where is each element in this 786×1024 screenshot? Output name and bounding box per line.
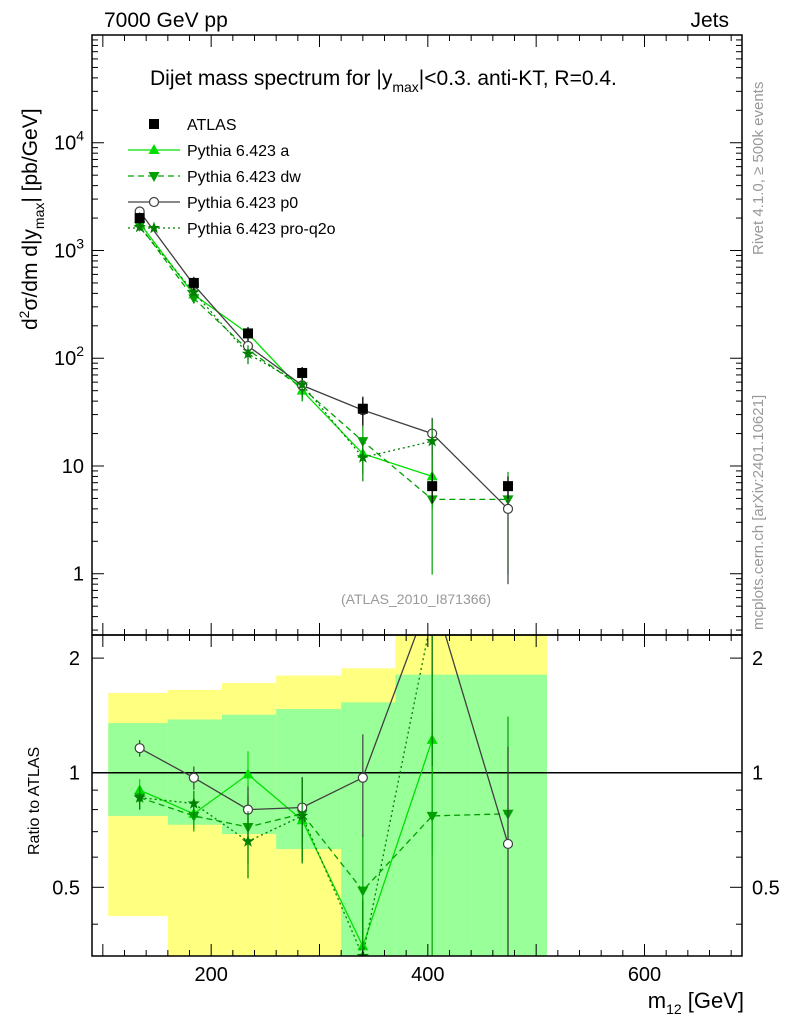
legend-label: ATLAS	[187, 117, 237, 134]
data-point	[357, 403, 368, 414]
ratio-line	[139, 739, 433, 949]
data-point	[357, 772, 368, 783]
data-point	[502, 503, 514, 514]
svg-text:m12 [GeV]: m12 [GeV]	[648, 988, 744, 1017]
analysis-label: (ATLAS_2010_I871366)	[341, 591, 491, 607]
data-point	[188, 277, 199, 288]
side-text-mcplots: mcplots.cern.ch [arXiv:2401.10621]	[750, 395, 767, 630]
band-green	[276, 709, 342, 850]
legend-label: Pythia 6.423 dw	[187, 169, 301, 186]
series-line	[139, 211, 509, 510]
chart-title: Dijet mass spectrum for |ymax|<0.3. anti…	[150, 67, 617, 95]
y-axis-title-main: d2σ/dm d|ymax| [pb/GeV]	[16, 108, 47, 330]
y-tick-label: 103	[54, 235, 84, 262]
series-pythia-6-423-pro-q2o	[133, 220, 439, 485]
series-layer	[133, 206, 514, 956]
data-point	[426, 811, 438, 822]
data-point	[133, 220, 146, 233]
series-pythia-6-423-p0	[134, 206, 514, 585]
header-right: Jets	[690, 9, 729, 32]
y-axis-title-ratio: Ratio to ATLAS	[26, 747, 43, 855]
text-layer: 7000 GeV pp Jets Dijet mass spectrum for…	[16, 9, 767, 1017]
legend-label: Pythia 6.423 p0	[187, 195, 298, 212]
series-line	[139, 225, 508, 501]
y-tick-label: 102	[54, 343, 84, 370]
legend-label: Pythia 6.423 pro-q2o	[187, 221, 336, 238]
legend: ATLAS Pythia 6.423 a Pythia 6.423 dw Pythia…	[128, 117, 336, 238]
y-tick-label: 10	[62, 456, 84, 478]
data-point	[296, 809, 309, 822]
series-line	[139, 226, 433, 459]
data-point	[149, 119, 159, 129]
ratio-line	[139, 635, 429, 956]
ratio-panel-series	[133, 608, 514, 956]
series-line	[139, 222, 433, 478]
legend-item: Pythia 6.423 dw	[128, 169, 301, 186]
y-tick-label: 1	[73, 564, 84, 586]
data-point	[188, 294, 200, 305]
data-point	[427, 481, 438, 492]
data-point	[241, 347, 255, 359]
series-pythia-6-423-dw	[134, 221, 514, 575]
title-main: Dijet mass spectrum for |y	[150, 67, 393, 90]
data-point	[503, 481, 513, 492]
header-left: 7000 GeV pp	[104, 9, 228, 32]
data-point	[426, 608, 438, 620]
data-point	[147, 221, 161, 234]
data-point	[502, 838, 514, 850]
legend-label: Pythia 6.423 a	[187, 143, 289, 160]
data-point	[297, 367, 308, 378]
data-point	[426, 434, 439, 447]
data-point	[242, 768, 254, 779]
data-point	[296, 378, 309, 390]
data-point	[133, 791, 146, 803]
legend-item: Pythia 6.423 a	[128, 143, 289, 160]
ratio-panel-frame	[91, 634, 743, 957]
data-point	[134, 213, 145, 224]
main-panel-series	[133, 206, 514, 585]
side-text-rivet: Rivet 4.1.0, ≥ 500k events	[750, 82, 767, 255]
y-tick-label: 104	[54, 128, 84, 155]
legend-item: Pythia 6.423 p0	[128, 195, 298, 212]
x-tick-label: 400	[411, 964, 444, 986]
data-point	[188, 772, 199, 783]
svg-text:d2σ/dm d|ymax| [pb/GeV]: d2σ/dm d|ymax| [pb/GeV]	[16, 108, 47, 330]
series-atlas	[134, 212, 513, 504]
ratio-tick-label-left: 0.5	[52, 877, 80, 899]
band-green	[108, 723, 168, 816]
data-point	[243, 328, 253, 339]
x-tick-label: 200	[194, 964, 227, 986]
axes-layer: 200 400 600 1 10 102 103 104 0.5 0.5 1 1 2 2	[52, 34, 780, 986]
data-point	[148, 196, 160, 208]
ratio-tick-label-left: 2	[69, 648, 80, 670]
ratio-tick-label-left: 1	[69, 763, 80, 785]
band-green	[341, 702, 396, 956]
ratio-tick-label-right: 2	[752, 648, 763, 670]
legend-item: Pythia 6.423 pro-q2o	[128, 221, 336, 238]
data-point	[148, 172, 160, 182]
data-point	[187, 285, 200, 298]
x-axis-title: m12 [GeV]	[648, 988, 744, 1017]
data-point	[134, 743, 145, 754]
data-point	[148, 144, 160, 154]
ratio-tick-label-right: 1	[752, 763, 763, 785]
title-sub: max	[392, 79, 418, 95]
ratio-tick-label-right: 0.5	[752, 877, 780, 899]
data-point	[187, 797, 200, 809]
title-end: |<0.3. anti-KT, R=0.4.	[419, 67, 617, 90]
data-point	[356, 451, 369, 463]
data-point	[357, 886, 369, 897]
svg-text:Dijet mass spectrum for |ymax|: Dijet mass spectrum for |ymax|<0.3. anti…	[150, 67, 617, 95]
data-point	[241, 834, 255, 847]
x-tick-label: 600	[628, 964, 661, 986]
legend-item: ATLAS	[149, 117, 237, 134]
ratio-series-pythia-6-423-pro-q2o	[133, 608, 438, 956]
